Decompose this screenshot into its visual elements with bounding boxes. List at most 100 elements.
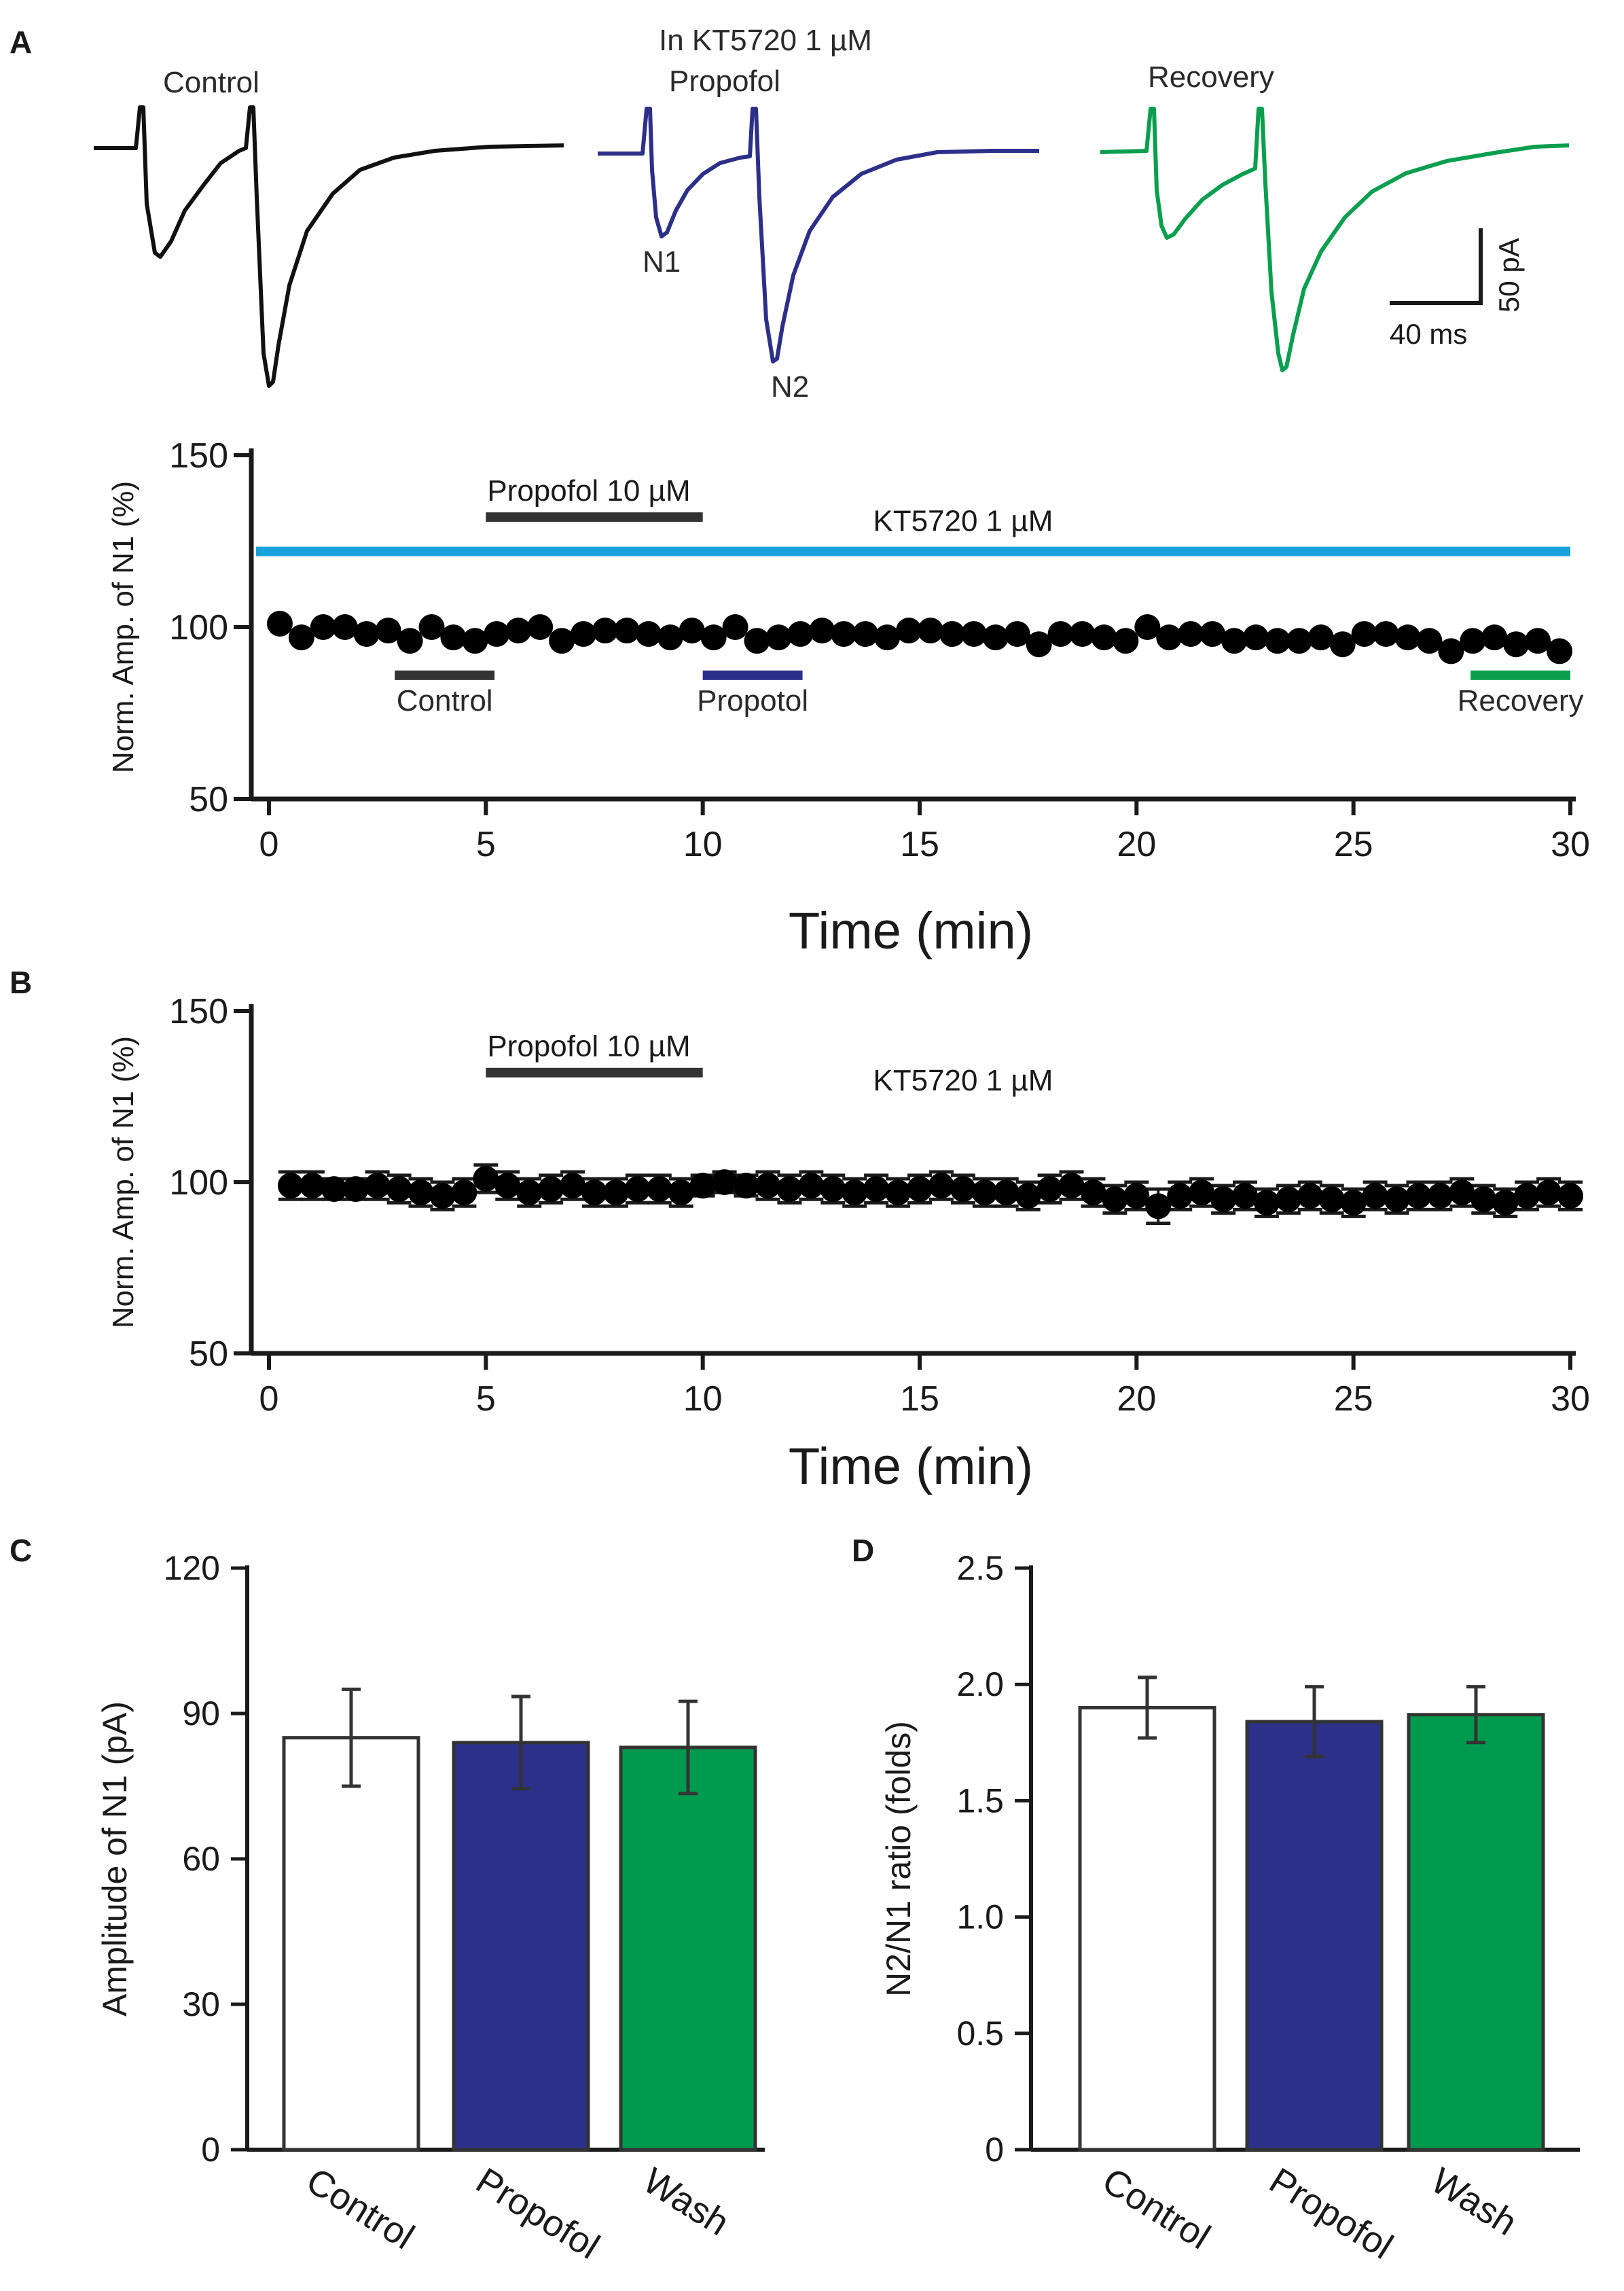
- x-tick-label: 25: [1334, 825, 1373, 864]
- scale-x-label: 40 ms: [1390, 318, 1467, 350]
- data-point: [429, 1183, 456, 1209]
- data-point: [842, 1179, 868, 1206]
- data-point: [375, 618, 401, 644]
- control-trace-label: Control: [163, 66, 259, 99]
- x-tick-label: 20: [1117, 825, 1156, 864]
- data-point: [1156, 624, 1183, 651]
- data-point: [288, 624, 314, 651]
- data-point: [1373, 621, 1399, 647]
- data-point: [1536, 1179, 1562, 1206]
- data-point: [982, 624, 1009, 651]
- data-point: [971, 1179, 998, 1206]
- propofol-trace-header: In KT5720 1 µM: [659, 24, 872, 57]
- data-point: [668, 1179, 694, 1206]
- data-point: [1026, 631, 1052, 658]
- data-point: [613, 618, 640, 644]
- chart-d: 0 0.5 1.0 1.5 2.0 2.5 N2/N1 ratio (folds) Contr…: [880, 1549, 1580, 2267]
- x-tick-label: 10: [683, 1379, 723, 1419]
- data-point: [646, 1176, 672, 1203]
- data-point: [733, 1173, 759, 1199]
- data-point: [1036, 1176, 1063, 1203]
- data-point: [885, 1179, 912, 1206]
- data-point: [1210, 1186, 1237, 1213]
- y-tick-label: 1.0: [956, 1898, 1004, 1936]
- y-tick-label: 60: [182, 1840, 220, 1878]
- chart-a: 50 100 150 0 5 10 15 20 25 30 Time (min) Norm. Amp.…: [107, 436, 1590, 960]
- data-point: [1460, 628, 1486, 654]
- y-axis-label: Norm. Amp. of N1 (%): [107, 1036, 140, 1328]
- y-tick-label: 100: [169, 608, 228, 647]
- data-point: [342, 1176, 369, 1203]
- data-point: [896, 618, 922, 644]
- data-point: [1449, 1179, 1475, 1206]
- treatment-label: Propotol: [697, 684, 808, 717]
- propofol-trace: [598, 107, 1039, 363]
- data-point: [787, 621, 814, 647]
- scale-y-label: 50 pA: [1493, 238, 1525, 313]
- data-point: [1253, 1190, 1280, 1216]
- data-point: [1145, 1193, 1172, 1220]
- data-point: [602, 1179, 629, 1206]
- x-axis-label: Time (min): [789, 902, 1033, 960]
- y-tick-label: 50: [189, 780, 228, 819]
- data-point: [321, 1176, 347, 1203]
- x-tick-label: 30: [1551, 825, 1590, 864]
- data-point: [1394, 624, 1421, 651]
- category-label: Propofol: [469, 2160, 607, 2267]
- data-point: [1405, 1183, 1432, 1209]
- y-tick-label: 150: [169, 992, 228, 1031]
- data-point: [505, 618, 532, 644]
- data-point: [1242, 624, 1269, 651]
- treatment-label: Control: [397, 684, 493, 717]
- data-point: [928, 1173, 954, 1199]
- data-point: [635, 621, 662, 647]
- category-label: Control: [300, 2160, 421, 2257]
- data-point: [484, 621, 510, 647]
- treatment-label: KT5720 1 µM: [873, 505, 1053, 538]
- data-point: [408, 1179, 434, 1206]
- data-point: [831, 621, 857, 647]
- y-tick-label: 100: [169, 1163, 228, 1203]
- y-tick-label: 0: [985, 2131, 1004, 2169]
- data-point: [1492, 1190, 1519, 1216]
- data-point: [1058, 1173, 1085, 1199]
- chart-c: 0 30 60 90 120 Amplitude of N1 (pA) Control Pro…: [96, 1549, 765, 2267]
- data-point: [852, 621, 879, 647]
- y-tick-label: 2.5: [956, 1549, 1004, 1587]
- data-point: [299, 1173, 325, 1199]
- y-tick-label: 1.5: [956, 1781, 1004, 1819]
- data-point: [960, 621, 987, 647]
- data-point: [1286, 628, 1312, 654]
- panel-label-c: C: [10, 1533, 32, 1568]
- data-point: [950, 1176, 976, 1203]
- data-point: [1047, 621, 1074, 647]
- data-point: [1297, 1183, 1323, 1209]
- data-point: [755, 1173, 781, 1199]
- bar: [1407, 1713, 1545, 2152]
- data-point: [386, 1176, 412, 1203]
- data-point: [1080, 1179, 1106, 1206]
- x-tick-label: 20: [1117, 1379, 1156, 1419]
- data-point: [700, 624, 727, 651]
- data-point: [1123, 1183, 1150, 1209]
- data-point: [1547, 638, 1573, 664]
- data-point: [516, 1179, 543, 1206]
- category-label: Propofol: [1263, 2160, 1400, 2267]
- data-point: [1232, 1183, 1258, 1209]
- data-point: [679, 618, 705, 644]
- data-point: [440, 624, 467, 651]
- chart-b: 50 100 150 0 5 10 15 20 25 30 Time (min) Norm. Amp.…: [107, 992, 1590, 1495]
- data-point: [310, 614, 336, 640]
- treatment-label: Propofol 10 µM: [487, 1030, 690, 1063]
- x-tick-label: 10: [683, 825, 723, 864]
- data-point: [809, 618, 835, 644]
- data-point: [1069, 621, 1096, 647]
- data-point: [874, 624, 901, 651]
- data-point: [1481, 624, 1508, 651]
- data-point: [1340, 1190, 1367, 1216]
- data-point: [494, 1173, 521, 1199]
- data-point: [571, 621, 597, 647]
- data-point: [538, 1176, 564, 1203]
- data-point: [689, 1173, 716, 1199]
